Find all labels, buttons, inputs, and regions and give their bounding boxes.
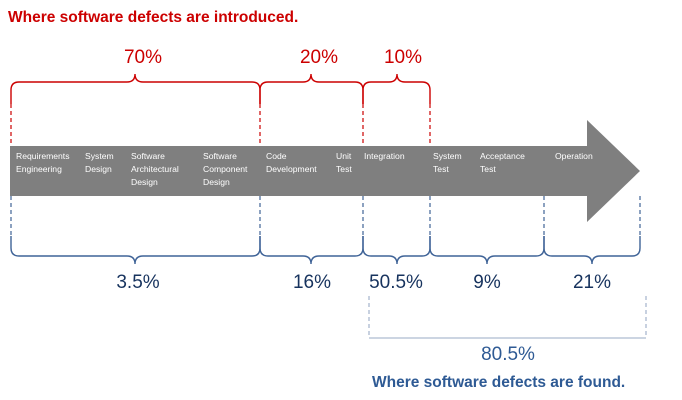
phase-unit-test: Unit Test — [336, 151, 352, 174]
phase-system-test: System Test — [433, 151, 462, 174]
brace-16 — [259, 236, 364, 265]
phase-label-line: Software — [131, 151, 165, 161]
phase-label-line: Design — [85, 164, 112, 174]
pct-introduced-requirements-design: 70% — [124, 47, 162, 68]
phase-operation: Operation — [555, 151, 593, 161]
phase-label-line: Integration — [364, 151, 405, 161]
phase-label-line: Test — [480, 164, 496, 174]
phase-label-line: Component — [203, 164, 248, 174]
brace-21 — [543, 236, 641, 265]
brace-20 — [259, 73, 364, 104]
pct-introduced-integration: 10% — [384, 47, 422, 68]
phase-label-line: System — [85, 151, 114, 161]
brace-70 — [10, 73, 261, 104]
found-total-bracket — [368, 296, 647, 339]
phase-code-development: Code Development — [266, 151, 317, 174]
phase-label-line: Operation — [555, 151, 593, 161]
phase-acceptance-test: Acceptance Test — [480, 151, 525, 174]
phase-label-line: Test — [336, 164, 352, 174]
found-braces — [10, 236, 641, 265]
phase-label-line: Engineering — [16, 164, 62, 174]
phase-label-line: Acceptance — [480, 151, 525, 161]
pct-found-integration: 50.5% — [369, 272, 423, 293]
brace-9 — [429, 236, 545, 265]
pct-introduced-development: 20% — [300, 47, 338, 68]
phase-label-line: Design — [203, 177, 230, 187]
brace-50-5 — [362, 236, 431, 265]
phase-software-architectural-design: Software Architectural Design — [131, 151, 179, 187]
introduced-title: Where software defects are introduced. — [8, 9, 298, 26]
phase-system-design: System Design — [85, 151, 114, 174]
brace-3-5 — [10, 236, 261, 265]
phase-label-line: Requirements — [16, 151, 70, 161]
brace-10 — [362, 73, 431, 104]
phase-label-line: Test — [433, 164, 449, 174]
phase-label-line: Development — [266, 164, 317, 174]
phase-label-line: Unit — [336, 151, 352, 161]
phase-integration: Integration — [364, 151, 405, 161]
found-dash-lines — [10, 196, 641, 236]
pct-found-development: 16% — [293, 272, 331, 293]
introduced-braces — [10, 73, 431, 104]
phase-label-line: System — [433, 151, 462, 161]
pct-found-testing: 9% — [473, 272, 501, 293]
phase-label-line: Code — [266, 151, 287, 161]
phase-label-line: Design — [131, 177, 158, 187]
phase-requirements-engineering: Requirements Engineering — [16, 151, 70, 174]
phase-software-component-design: Software Component Design — [203, 151, 248, 187]
pct-found-operation: 21% — [573, 272, 611, 293]
pct-found-requirements-design: 3.5% — [116, 272, 159, 293]
phase-label-line: Software — [203, 151, 237, 161]
phase-label-line: Architectural — [131, 164, 179, 174]
introduced-dash-lines — [10, 104, 431, 146]
pct-found-total: 80.5% — [481, 344, 535, 365]
found-title: Where software defects are found. — [372, 374, 625, 391]
lifecycle-arrow — [10, 120, 640, 222]
